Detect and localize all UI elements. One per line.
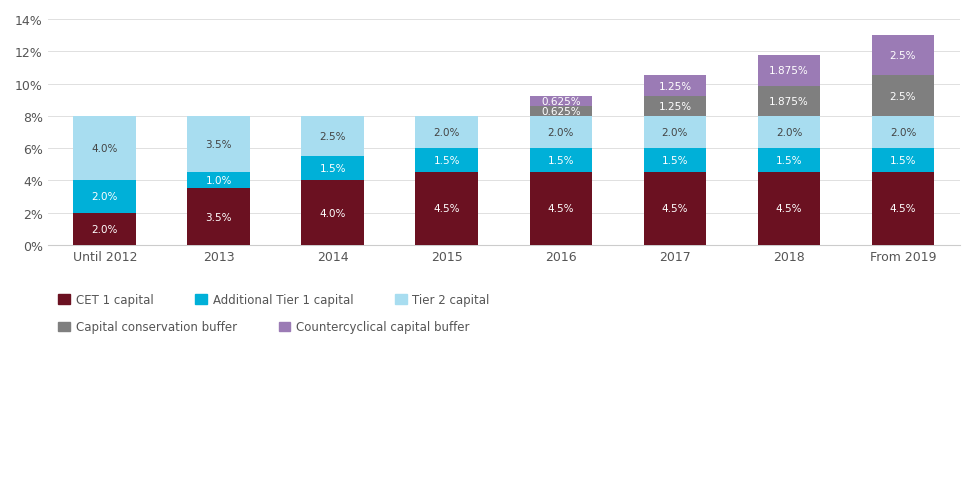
Text: 1.5%: 1.5% [662, 156, 688, 166]
Bar [872, 173, 934, 245]
Text: 2.0%: 2.0% [434, 128, 460, 138]
Text: 0.625%: 0.625% [541, 106, 581, 117]
Text: 2.0%: 2.0% [662, 128, 688, 138]
Text: 2.5%: 2.5% [890, 91, 916, 102]
Text: 1.5%: 1.5% [548, 156, 574, 166]
Bar [301, 157, 365, 181]
Text: 1.0%: 1.0% [206, 176, 232, 186]
Text: 4.0%: 4.0% [92, 144, 118, 154]
Bar [644, 76, 706, 97]
Bar [872, 149, 934, 173]
Text: 2.5%: 2.5% [320, 132, 346, 142]
Text: 2.0%: 2.0% [92, 192, 118, 202]
Bar [301, 117, 365, 157]
Text: 3.5%: 3.5% [206, 140, 232, 150]
Text: 4.5%: 4.5% [890, 204, 916, 214]
Text: 4.5%: 4.5% [548, 204, 574, 214]
Bar [529, 173, 592, 245]
Bar [415, 173, 478, 245]
Text: 1.5%: 1.5% [890, 156, 916, 166]
Text: 2.0%: 2.0% [890, 128, 916, 138]
Bar [187, 173, 251, 189]
Text: 4.0%: 4.0% [320, 208, 346, 218]
Bar [415, 117, 478, 149]
Bar [187, 117, 251, 173]
Bar [644, 173, 706, 245]
Bar [758, 56, 820, 86]
Bar [187, 189, 251, 245]
Bar [872, 76, 934, 117]
Bar [415, 149, 478, 173]
Bar [758, 173, 820, 245]
Text: 1.5%: 1.5% [320, 164, 346, 174]
Text: 1.25%: 1.25% [658, 102, 691, 111]
Bar [872, 36, 934, 76]
Text: 4.5%: 4.5% [662, 204, 688, 214]
Legend: Capital conservation buffer, Countercyclical capital buffer: Capital conservation buffer, Countercycl… [54, 316, 475, 339]
Text: 1.5%: 1.5% [776, 156, 802, 166]
Bar [529, 106, 592, 117]
Bar [529, 117, 592, 149]
Bar [73, 117, 136, 181]
Bar [872, 117, 934, 149]
Bar [758, 86, 820, 117]
Bar [644, 117, 706, 149]
Bar [758, 117, 820, 149]
Text: 2.0%: 2.0% [548, 128, 574, 138]
Bar [301, 181, 365, 245]
Bar [73, 181, 136, 213]
Bar [529, 97, 592, 106]
Text: 2.0%: 2.0% [776, 128, 802, 138]
Text: 1.875%: 1.875% [769, 66, 809, 76]
Text: 1.875%: 1.875% [769, 97, 809, 106]
Text: 2.5%: 2.5% [890, 51, 916, 61]
Bar [73, 213, 136, 245]
Text: 1.25%: 1.25% [658, 81, 691, 91]
Bar [644, 97, 706, 117]
Text: 3.5%: 3.5% [206, 212, 232, 222]
Text: 1.5%: 1.5% [434, 156, 460, 166]
Text: 4.5%: 4.5% [434, 204, 460, 214]
Bar [644, 149, 706, 173]
Text: 2.0%: 2.0% [92, 224, 118, 234]
Text: 0.625%: 0.625% [541, 97, 581, 106]
Bar [758, 149, 820, 173]
Text: 4.5%: 4.5% [776, 204, 802, 214]
Bar [529, 149, 592, 173]
